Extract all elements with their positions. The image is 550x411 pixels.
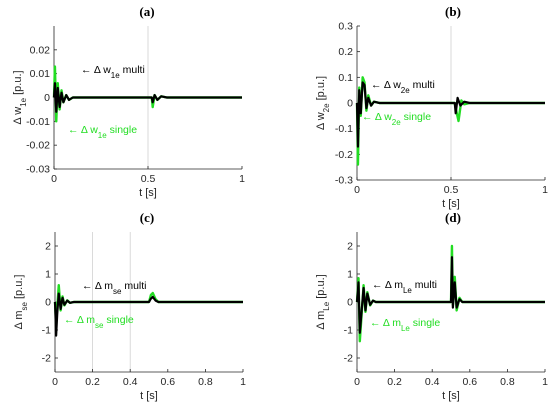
x-tick-label-d-1: 0.2 [387, 376, 402, 388]
y-tick-label-a-1: -0.02 [26, 140, 50, 152]
x-tick-label-a-0: 0 [51, 173, 57, 185]
panel-b: (b) 0 0.5 1 -0.3 -0.2 -0.1 0 0.1 0.2 0.3 t [s] Δ w2… [315, 4, 548, 210]
panel-label-a: (a) [139, 4, 154, 19]
annotation-c-single: ← Δ mse single [64, 314, 134, 330]
x-tick-label-b-2: 1 [542, 184, 548, 196]
x-tick-label-c-1: 0.2 [85, 376, 100, 388]
y-tick-label-a-0: -0.03 [26, 164, 50, 176]
x-tick-label-d-0: 0 [354, 376, 360, 388]
x-axis-label-b: t [s] [442, 198, 460, 210]
x-tick-label-c-2: 0.4 [123, 376, 138, 388]
series-line-d-multi [355, 256, 545, 334]
x-tick-label-c-0: 0 [52, 376, 58, 388]
y-tick-label-c-3: 1 [45, 269, 51, 281]
x-tick-label-c-4: 0.8 [198, 376, 213, 388]
y-tick-label-a-2: -0.01 [26, 116, 50, 128]
x-axis-label-a: t [s] [139, 187, 157, 199]
y-tick-label-c-1: -1 [42, 325, 51, 337]
panel-d: (d) 0 0.2 0.4 0.6 0.8 1 -2 -1 0 1 2 t [s] Δ mLe [p.u… [315, 210, 548, 402]
y-tick-label-a-4: 0.01 [30, 68, 51, 80]
y-tick-label-c-4: 2 [45, 241, 51, 253]
y-tick-label-b-5: 0.2 [338, 46, 353, 58]
panel-label-b: (b) [445, 4, 461, 19]
x-tick-label-d-4: 0.8 [500, 376, 515, 388]
annotation-b-multi: ← Δ w2e multi [371, 79, 435, 95]
series-line-c-multi [53, 292, 243, 337]
annotation-d-multi: ← Δ mLe multi [372, 279, 437, 295]
y-tick-label-d-0: -2 [344, 353, 353, 365]
x-tick-label-b-1: 0.5 [444, 184, 459, 196]
annotation-b-single: ← Δ w2e single [362, 111, 431, 127]
y-tick-label-b-4: 0.1 [338, 72, 353, 84]
y-tick-label-b-0: -0.3 [335, 175, 353, 187]
y-axis-label-b: Δ w2e [p.u.] [315, 76, 331, 130]
y-axis-label-c: Δ mse [p.u.] [13, 275, 29, 330]
x-axis-label-c: t [s] [140, 390, 158, 402]
y-tick-label-b-3: 0 [347, 98, 353, 110]
annotation-a-multi: ← Δ w1e multi [81, 64, 145, 80]
y-axis-label-a: Δ w1e [p.u.] [12, 70, 28, 124]
x-tick-label-a-1: 0.5 [141, 173, 156, 185]
y-axis-label-d: Δ mLe [p.u.] [315, 274, 331, 329]
y-tick-label-a-3: 0 [44, 92, 50, 104]
y-tick-label-b-6: 0.3 [338, 21, 353, 33]
panel-label-c: (c) [140, 210, 154, 225]
panel-c: (c) 0 0.2 0.4 0.6 0.8 1 -2 -1 0 1 2 t [s] Δ mse [p.u… [13, 210, 246, 402]
y-tick-label-b-2: -0.1 [335, 123, 353, 135]
y-tick-label-d-3: 1 [347, 269, 353, 281]
x-tick-label-d-3: 0.6 [462, 376, 477, 388]
x-tick-label-d-2: 0.4 [425, 376, 440, 388]
y-tick-label-c-0: -2 [42, 353, 51, 365]
x-tick-label-c-3: 0.6 [160, 376, 175, 388]
series-line-b-multi [355, 81, 545, 148]
x-tick-label-c-5: 1 [240, 376, 246, 388]
y-tick-label-c-2: 0 [45, 297, 51, 309]
y-tick-label-b-1: -0.2 [335, 149, 353, 161]
series-line-a-multi [52, 82, 242, 113]
annotation-c-multi: ← Δ mse multi [82, 280, 147, 296]
x-tick-label-a-2: 1 [239, 173, 245, 185]
y-tick-label-a-5: 0.02 [30, 44, 51, 56]
y-tick-label-d-2: 0 [347, 297, 353, 309]
y-tick-label-d-1: -1 [344, 325, 353, 337]
y-tick-label-d-4: 2 [347, 241, 353, 253]
x-tick-label-b-0: 0 [354, 184, 360, 196]
annotation-d-single: ← Δ mLe single [370, 317, 440, 333]
panel-label-d: (d) [445, 210, 461, 225]
x-tick-label-d-5: 1 [542, 376, 548, 388]
panel-a: (a) 0 0.5 1 -0.03 -0.02 -0.01 0 0.01 0.02 t [s] Δ … [12, 4, 245, 199]
x-axis-label-d: t [s] [442, 390, 460, 402]
annotation-a-single: ← Δ w1e single [68, 124, 137, 140]
